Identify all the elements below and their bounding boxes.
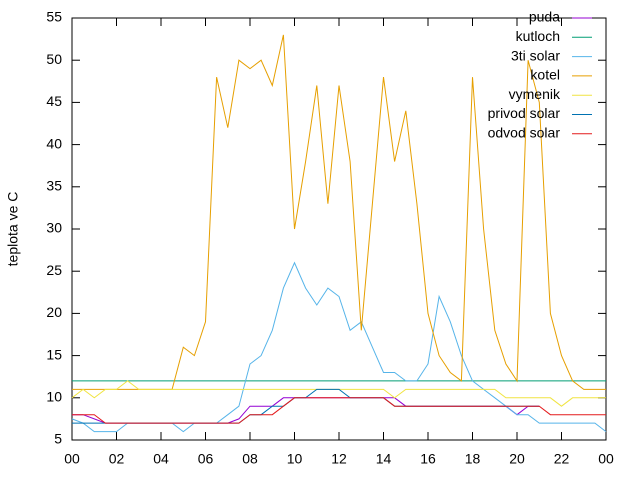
y-tick-label: 45 [46,93,62,109]
series-line [72,397,540,424]
x-tick-label: 16 [420,451,436,467]
x-tick-label: 02 [109,451,125,467]
x-tick-label: 14 [376,451,392,467]
series-line [71,380,606,407]
y-tick-label: 35 [46,178,62,194]
y-tick-label: 30 [46,220,62,236]
y-axis-label: teplota ve C [5,192,21,267]
y-tick-label: 20 [46,304,62,320]
x-tick-label: 12 [331,451,347,467]
x-tick-label: 08 [242,451,258,467]
y-tick-label: 15 [46,346,62,362]
legend-label: kotel [530,67,560,83]
y-tick-label: 5 [54,431,62,447]
legend-label: 3ti solar [511,47,560,63]
plot-frame [71,17,607,441]
y-tick-label: 55 [46,9,62,25]
y-tick-label: 40 [46,135,62,151]
legend-label: privod solar [488,105,561,121]
y-tick-label: 25 [46,262,62,278]
x-tick-label: 00 [64,451,80,467]
x-tick-label: 22 [554,451,570,467]
x-tick-label: 10 [287,451,303,467]
legend-label: puda [529,9,560,25]
x-tick-label: 20 [509,451,525,467]
y-tick-label: 50 [46,51,62,67]
legend-label: odvod solar [488,125,561,141]
legend-label: kutloch [516,28,560,44]
legend-label: vymenik [509,86,561,102]
series-line [72,397,606,424]
x-tick-label: 00 [598,451,614,467]
x-tick-label: 04 [153,451,169,467]
x-tick-label: 18 [465,451,481,467]
y-tick-label: 10 [46,389,62,405]
x-tick-label: 06 [198,451,214,467]
